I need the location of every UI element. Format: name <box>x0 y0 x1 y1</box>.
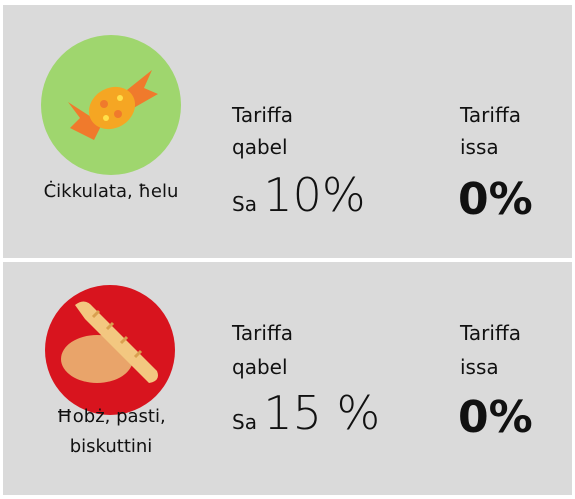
bread-icon <box>45 285 175 415</box>
before-heading: qabel <box>232 135 288 159</box>
candy-icon <box>41 35 181 175</box>
after-rate: 0% <box>458 174 533 225</box>
before-heading: qabel <box>232 355 288 379</box>
label-line: Ħobż, pasti, <box>56 406 166 427</box>
label-line: Ċikkulata, ħelu <box>43 181 179 202</box>
after-heading: Tariffa <box>460 321 521 345</box>
item-label: Ħobż, pasti, biskuttini <box>16 402 206 462</box>
rate-prefix: Sa <box>232 192 257 216</box>
before-heading: Tariffa <box>232 103 293 127</box>
after-heading: issa <box>460 355 499 379</box>
before-heading: Tariffa <box>232 321 293 345</box>
before-rate: Sa 15 % <box>232 388 380 447</box>
after-heading: issa <box>460 135 499 159</box>
rate-value: 15 % <box>263 386 381 440</box>
item-label: Ċikkulata, ħelu <box>16 177 206 207</box>
rate-prefix: Sa <box>232 410 257 434</box>
rate-value: 10% <box>263 168 366 222</box>
after-rate: 0% <box>458 392 533 443</box>
after-heading: Tariffa <box>460 103 521 127</box>
label-line: biskuttini <box>69 436 153 457</box>
before-rate: Sa 10% <box>232 170 366 229</box>
